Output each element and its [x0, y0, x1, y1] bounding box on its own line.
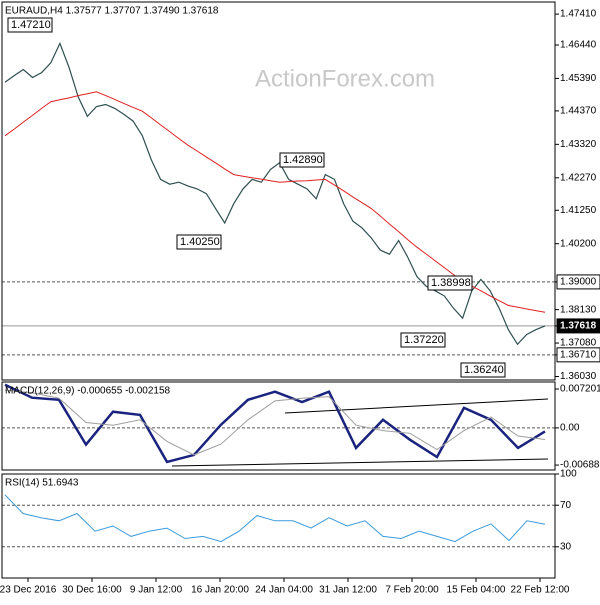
panel-border: [1, 1, 556, 381]
x-tick-label: 22 Feb 12:00: [511, 585, 570, 596]
series-line: [4, 389, 546, 456]
y-tick-label: 1.44370: [560, 106, 597, 117]
annotation: 1.36240: [464, 364, 504, 376]
tick-box: [556, 318, 600, 334]
annotation-box: [400, 332, 446, 348]
annotation-box: [279, 152, 325, 168]
y-tick-label: 1.39000: [560, 277, 597, 288]
x-tick-label: 31 Jan 12:00: [319, 585, 377, 596]
y-tick-label: 1.36030: [560, 371, 597, 382]
y-tick-label: 0.007201: [560, 384, 600, 395]
watermark: ActionForex.com: [255, 65, 435, 92]
annotation-box: [7, 17, 53, 33]
y-tick-label: 1.41250: [560, 205, 597, 216]
y-tick-label: 30: [560, 541, 572, 552]
series-line: [4, 494, 546, 543]
y-tick-label: -0.006888: [560, 460, 600, 471]
annotation-box: [460, 362, 506, 378]
y-tick-label: 1.47410: [560, 9, 597, 20]
series-line: [4, 41, 546, 346]
x-tick-label: 24 Jan 04:00: [255, 585, 313, 596]
y-tick-label: 1.36710: [560, 349, 597, 360]
y-tick-label: 1.46440: [560, 40, 597, 51]
tick-box: [556, 347, 600, 363]
y-tick-label: 1.37080: [560, 338, 597, 349]
annotation: 1.37220: [404, 334, 444, 346]
y-tick-label: 1.42270: [560, 172, 597, 183]
x-tick-label: 9 Jan 12:00: [130, 585, 183, 596]
series-line: [4, 383, 546, 464]
y-tick-label: 1.45390: [560, 73, 597, 84]
tick-box: [556, 274, 600, 290]
panel-title: RSI(14) 51.6943: [5, 478, 79, 489]
annotation: 1.38998: [431, 277, 471, 289]
y-tick-label: 100: [560, 469, 577, 480]
annotation: 1.42890: [283, 154, 323, 166]
annotation-box: [427, 275, 473, 291]
trendline: [284, 398, 549, 414]
x-tick-label: 7 Feb 20:00: [385, 585, 439, 596]
annotation: 1.40250: [180, 236, 220, 248]
x-tick-label: 30 Dec 16:00: [62, 585, 122, 596]
x-tick-label: 23 Dec 2016: [0, 585, 57, 596]
annotation-box: [176, 234, 222, 250]
x-tick-label: 16 Jan 20:00: [191, 585, 249, 596]
panel-border: [1, 381, 556, 471]
y-tick-label: 1.40200: [560, 238, 597, 249]
y-tick-label: 1.37618: [560, 321, 597, 332]
annotation: 1.47210: [11, 19, 51, 31]
panel-title: MACD(12,26,9) -0.000655 -0.002158: [5, 386, 171, 397]
panel-border: [1, 473, 556, 579]
x-tick-label: 15 Feb 04:00: [447, 585, 506, 596]
trendline: [171, 458, 549, 467]
y-tick-label: 70: [560, 500, 572, 511]
y-tick-label: 1.38130: [560, 304, 597, 315]
y-tick-label: 1.43320: [560, 139, 597, 150]
y-tick-label: 0.00: [560, 423, 580, 434]
panel-title: EURAUD,H4 1.37577 1.37707 1.37490 1.3761…: [5, 6, 219, 17]
